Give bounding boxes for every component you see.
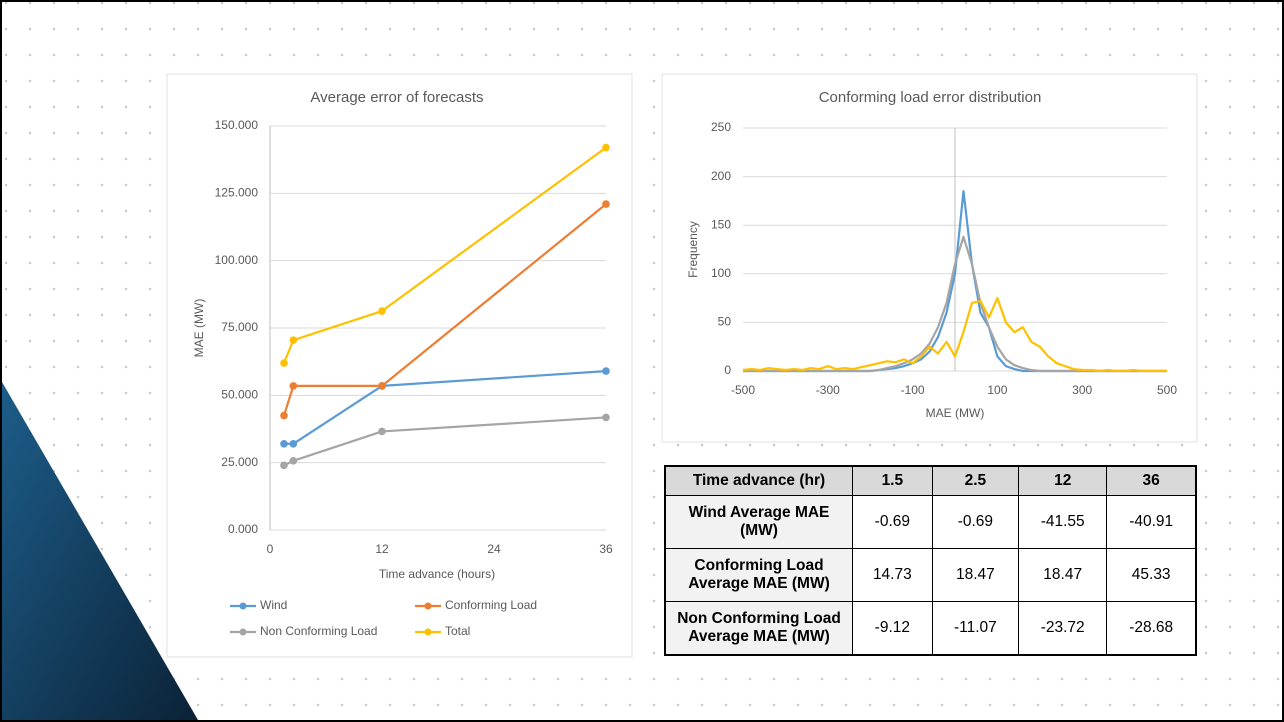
marker bbox=[280, 412, 288, 420]
marker bbox=[290, 382, 298, 390]
y-tick-label: 0.000 bbox=[228, 522, 258, 536]
table-cell: -40.91 bbox=[1107, 496, 1196, 549]
x-tick-label: 100 bbox=[987, 383, 1007, 397]
x-tick-label: 24 bbox=[487, 542, 501, 556]
table-cell: -23.72 bbox=[1019, 602, 1107, 656]
header-cell: 36 bbox=[1107, 466, 1196, 496]
row-label: Conforming Load Average MAE (MW) bbox=[665, 549, 853, 602]
x-tick-label: 12 bbox=[375, 542, 389, 556]
y-tick-label: 75.000 bbox=[221, 320, 258, 334]
y-tick-label: 200 bbox=[711, 169, 731, 183]
header-cell: Time advance (hr) bbox=[665, 466, 853, 496]
marker bbox=[378, 382, 386, 390]
row-label: Wind Average MAE (MW) bbox=[665, 496, 853, 549]
x-axis-title: Time advance (hours) bbox=[379, 567, 495, 581]
chart-title: Conforming load error distribution bbox=[819, 89, 1042, 106]
marker bbox=[280, 440, 288, 448]
legend-label: Non Conforming Load bbox=[260, 624, 377, 638]
table-cell: -0.69 bbox=[932, 496, 1018, 549]
marker bbox=[378, 307, 386, 315]
y-tick-label: 0 bbox=[724, 363, 731, 377]
legend-marker bbox=[425, 603, 432, 610]
y-tick-label: 100.000 bbox=[215, 253, 259, 267]
x-axis-title: MAE (MW) bbox=[926, 406, 985, 420]
marker bbox=[602, 414, 610, 422]
x-tick-label: -500 bbox=[731, 383, 755, 397]
marker bbox=[280, 462, 288, 470]
header-cell: 12 bbox=[1019, 466, 1107, 496]
legend-label: Wind bbox=[260, 598, 287, 612]
table-cell: -11.07 bbox=[932, 602, 1018, 656]
table-cell: 14.73 bbox=[853, 549, 933, 602]
x-tick-label: -300 bbox=[816, 383, 840, 397]
marker bbox=[290, 440, 298, 448]
table-cell: -41.55 bbox=[1019, 496, 1107, 549]
legend-label: Total bbox=[445, 624, 470, 638]
table-cell: -9.12 bbox=[853, 602, 933, 656]
marker bbox=[602, 144, 610, 152]
y-tick-label: 150.000 bbox=[215, 118, 259, 132]
marker bbox=[602, 367, 610, 375]
legend-marker bbox=[425, 629, 432, 636]
marker bbox=[378, 428, 386, 436]
y-axis-title: MAE (MW) bbox=[192, 299, 206, 358]
header-cell: 1.5 bbox=[853, 466, 933, 496]
legend-marker bbox=[240, 629, 247, 636]
x-tick-label: 500 bbox=[1157, 383, 1177, 397]
header-cell: 2.5 bbox=[932, 466, 1018, 496]
x-tick-label: -100 bbox=[901, 383, 925, 397]
y-axis-title: Frequency bbox=[686, 221, 700, 278]
table-row: Non Conforming Load Average MAE (MW)-9.1… bbox=[665, 602, 1196, 656]
marker bbox=[290, 457, 298, 465]
legend-marker bbox=[240, 603, 247, 610]
marker bbox=[290, 336, 298, 344]
marker bbox=[280, 359, 288, 367]
legend-label: Conforming Load bbox=[445, 598, 537, 612]
x-tick-label: 300 bbox=[1072, 383, 1092, 397]
y-tick-label: 150 bbox=[711, 217, 731, 231]
table-row: Wind Average MAE (MW)-0.69-0.69-41.55-40… bbox=[665, 496, 1196, 549]
row-label: Non Conforming Load Average MAE (MW) bbox=[665, 602, 853, 656]
y-tick-label: 250 bbox=[711, 120, 731, 134]
table-cell: -0.69 bbox=[853, 496, 933, 549]
marker bbox=[602, 200, 610, 208]
x-tick-label: 0 bbox=[267, 542, 274, 556]
x-tick-label: 36 bbox=[599, 542, 613, 556]
table-cell: 18.47 bbox=[1019, 549, 1107, 602]
y-tick-label: 25.000 bbox=[221, 455, 258, 469]
slide: Average error of forecasts Time advance (… bbox=[0, 0, 1284, 722]
table-cell: 18.47 bbox=[932, 549, 1018, 602]
table-cell: -28.68 bbox=[1107, 602, 1196, 656]
table-cell: 45.33 bbox=[1107, 549, 1196, 602]
y-tick-label: 50.000 bbox=[221, 388, 258, 402]
chart-title: Average error of forecasts bbox=[310, 89, 483, 106]
y-tick-label: 50 bbox=[718, 315, 732, 329]
y-tick-label: 125.000 bbox=[215, 186, 259, 200]
y-tick-label: 100 bbox=[711, 266, 731, 280]
